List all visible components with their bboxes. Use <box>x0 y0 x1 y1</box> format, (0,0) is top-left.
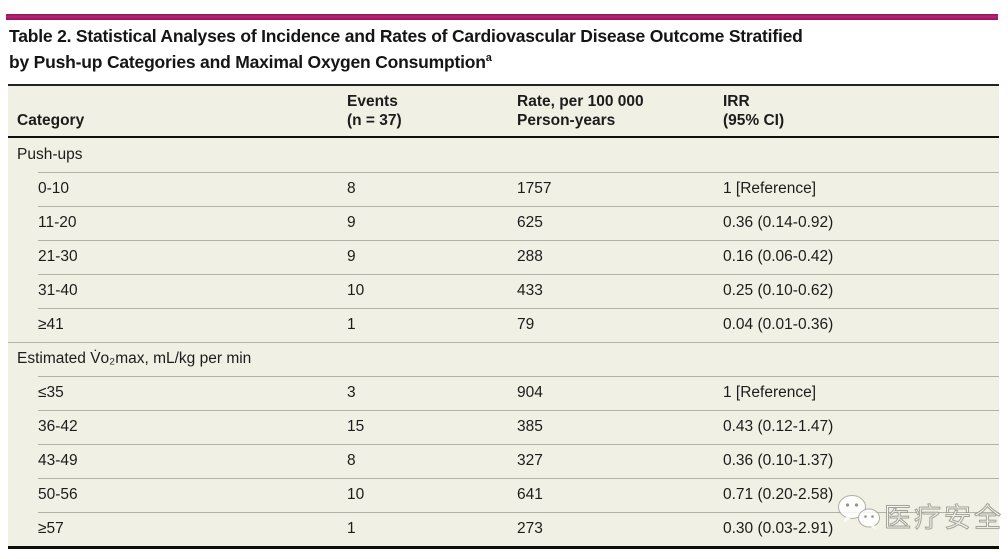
column-header-rate: Rate, per 100 000 Person-years <box>517 93 644 129</box>
table-row: 43-49 8 327 0.36 (0.10-1.37) <box>8 444 999 478</box>
table-title-line1: Table 2. Statistical Analyses of Inciden… <box>9 26 803 46</box>
table-header-row: Category Events (n = 37) Rate, per 100 0… <box>8 86 999 138</box>
table-row: 36-42 15 385 0.43 (0.12-1.47) <box>8 410 999 444</box>
watermark: 医疗安全 <box>836 494 1004 537</box>
table-title: Table 2. Statistical Analyses of Inciden… <box>9 23 999 75</box>
table-row: 31-40 10 433 0.25 (0.10-0.62) <box>8 274 999 308</box>
section-row-pushups: Push-ups <box>17 146 83 163</box>
table-accent-bar <box>6 14 998 20</box>
table-row: 50-56 10 641 0.71 (0.20-2.58) <box>8 478 999 512</box>
column-header-events: Events (n = 37) <box>347 93 402 129</box>
column-header-irr: IRR (95% CI) <box>723 93 785 129</box>
footnote-marker: a <box>485 52 492 65</box>
table-row: ≥57 1 273 0.30 (0.03-2.91) <box>8 512 999 546</box>
section-row-vo2max: Estimated V̇o₂max, mL/kg per min <box>8 342 999 376</box>
statistics-table: Category Events (n = 37) Rate, per 100 0… <box>8 84 999 549</box>
table-row: 11-20 9 625 0.36 (0.14-0.92) <box>8 206 999 240</box>
watermark-text: 医疗安全 <box>884 503 1004 534</box>
wechat-bubbles-icon <box>836 494 882 537</box>
table-row: ≤35 3 904 1 [Reference] <box>8 376 999 410</box>
table-title-line2: by Push-up Categories and Maximal Oxygen… <box>9 52 492 72</box>
column-header-category: Category <box>17 112 85 129</box>
table-row: 21-30 9 288 0.16 (0.06-0.42) <box>8 240 999 274</box>
table-row: ≥41 1 79 0.04 (0.01-0.36) <box>8 308 999 342</box>
table-row: 0-10 8 1757 1 [Reference] <box>8 172 999 206</box>
